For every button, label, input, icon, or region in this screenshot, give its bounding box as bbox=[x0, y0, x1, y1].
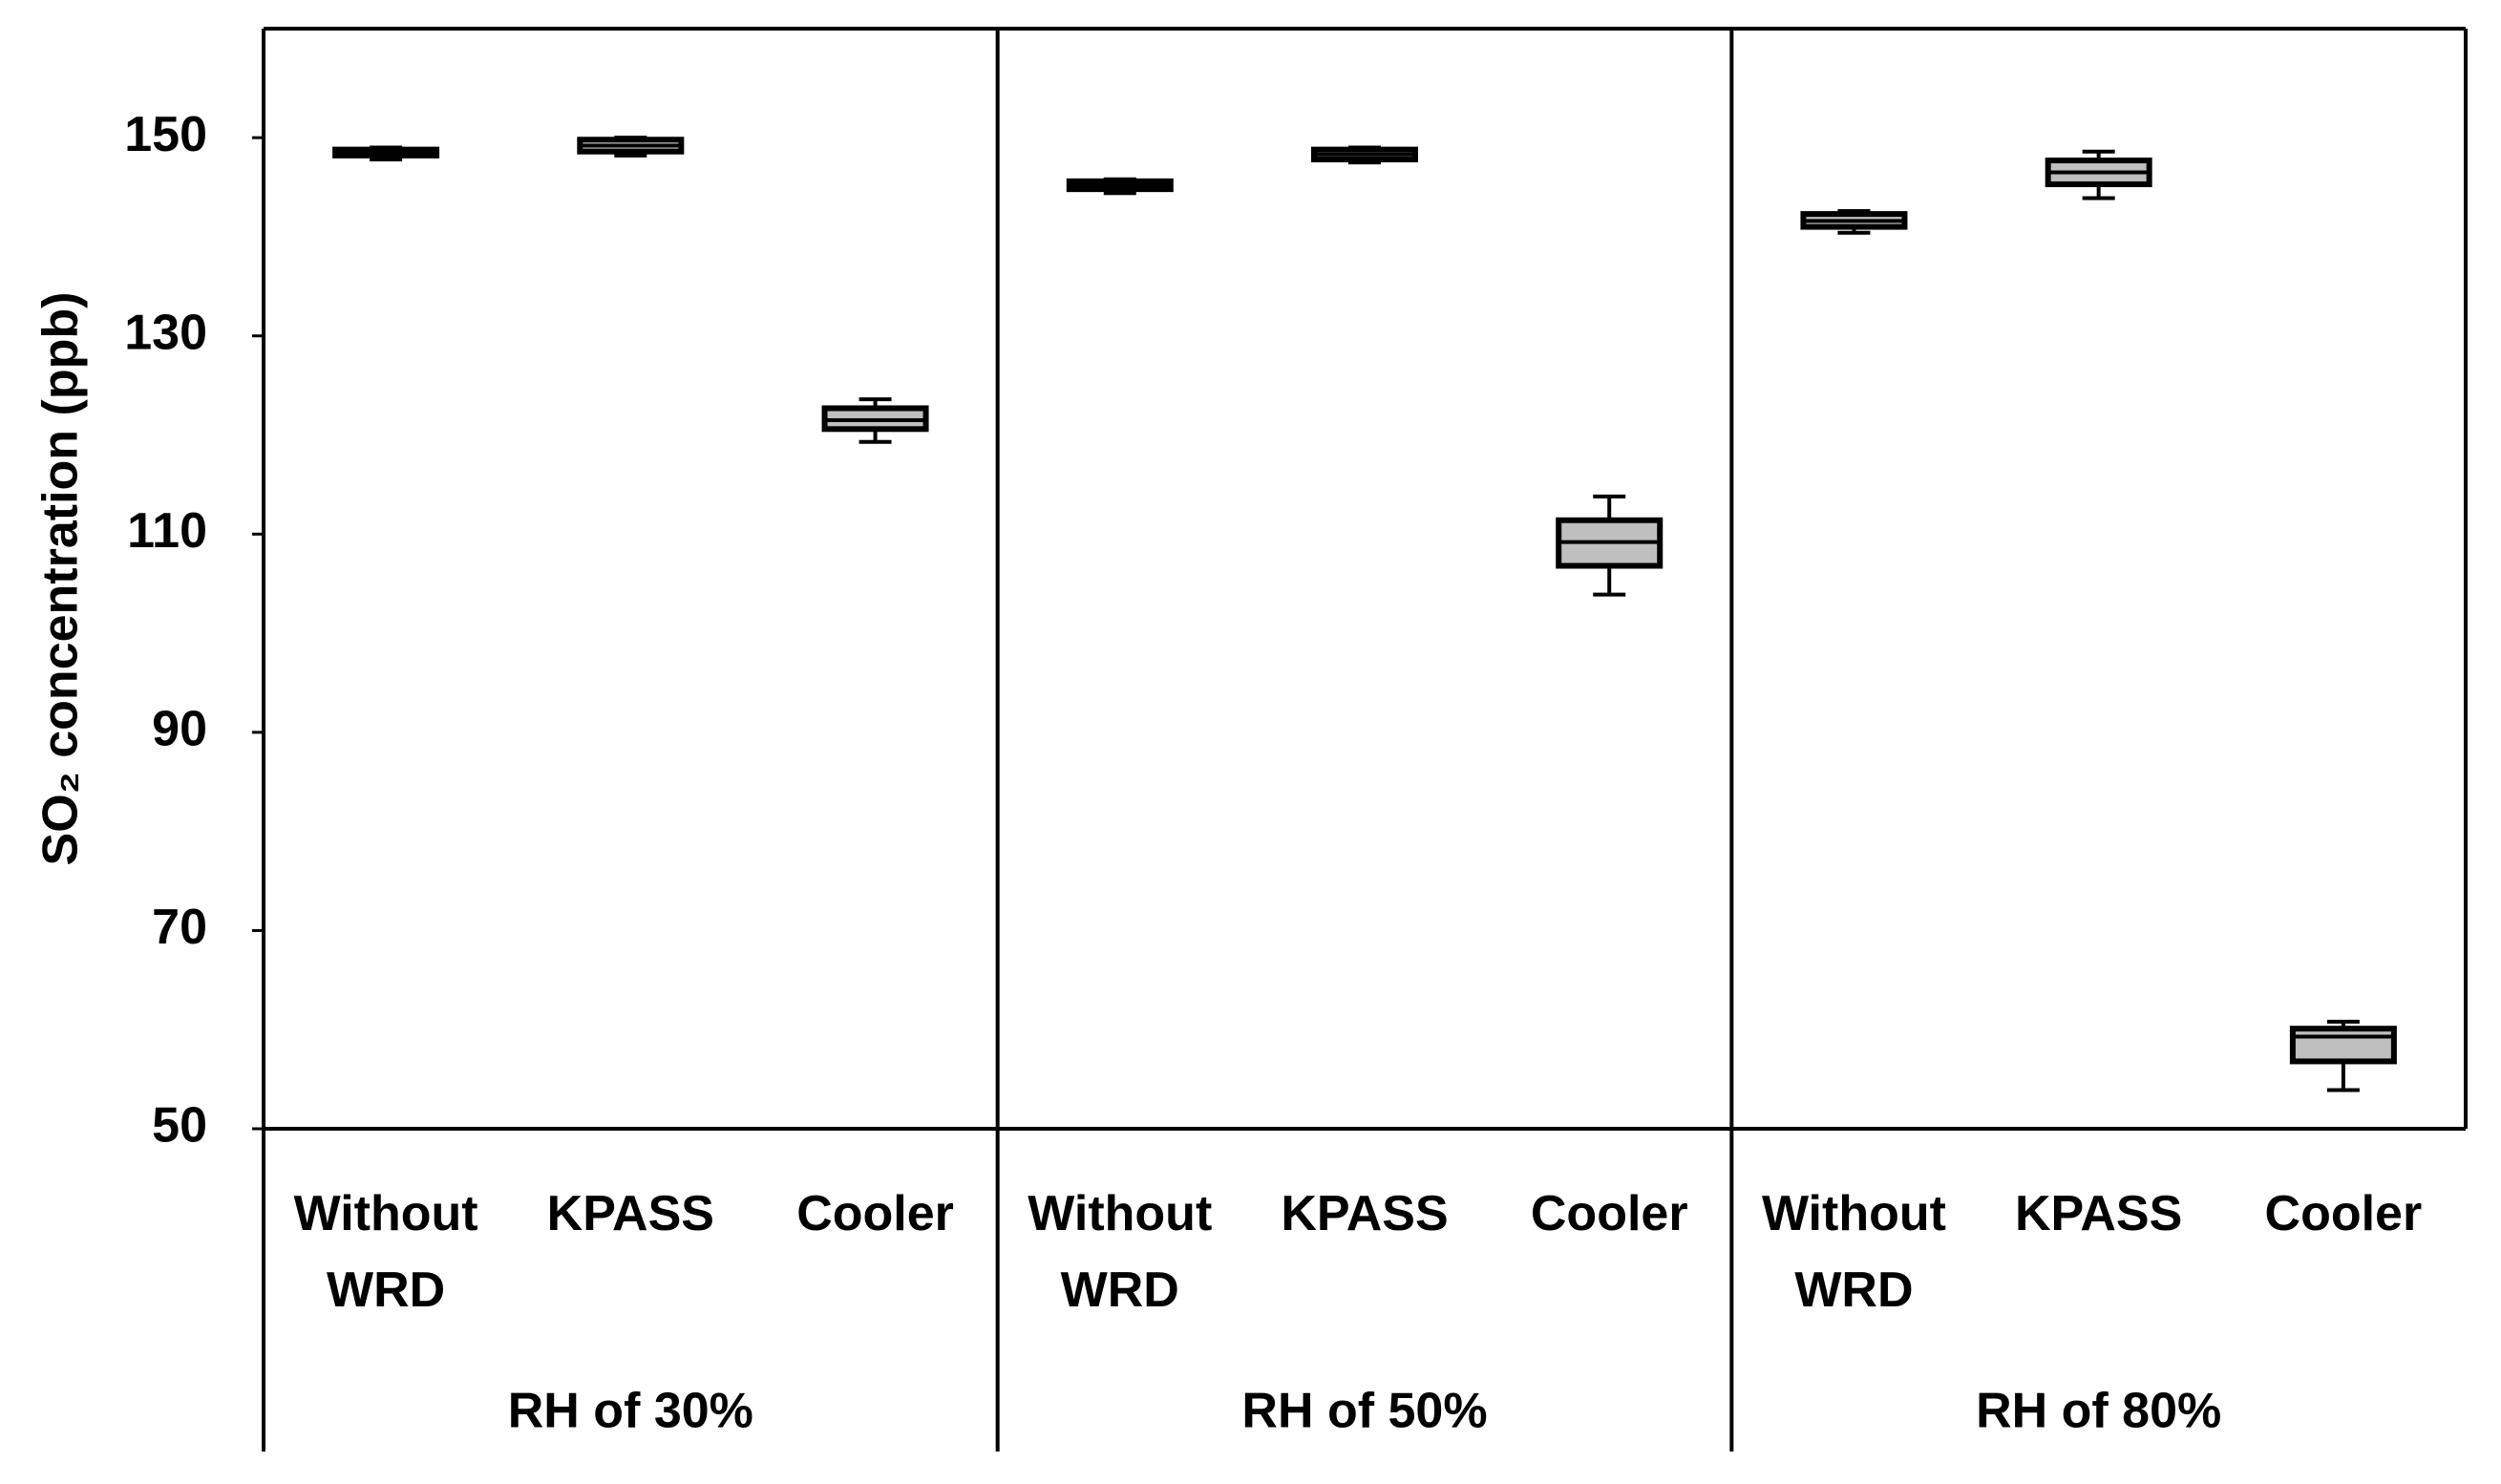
x-tick-label: KPASS bbox=[1281, 1186, 1449, 1241]
x-tick-label: KPASS bbox=[2015, 1186, 2183, 1241]
y-tick-label: 130 bbox=[124, 305, 207, 360]
y-tick-label: 90 bbox=[152, 702, 207, 757]
y-axis-label: SO₂ concentration (ppb) bbox=[33, 292, 89, 866]
x-tick-label: KPASS bbox=[546, 1186, 714, 1241]
x-tick-label: Without WRD bbox=[1028, 1186, 1213, 1318]
box bbox=[2289, 1026, 2397, 1065]
x-tick-label: Without WRD bbox=[1761, 1186, 1946, 1318]
group-label: RH of 30% bbox=[508, 1384, 753, 1439]
y-tick-label: 70 bbox=[152, 900, 207, 955]
x-tick-label: Without WRD bbox=[293, 1186, 478, 1318]
y-tick-label: 50 bbox=[152, 1098, 207, 1154]
x-tick-label: Cooler bbox=[1530, 1186, 1688, 1241]
y-tick-label: 110 bbox=[127, 503, 207, 559]
x-tick-label: Cooler bbox=[796, 1186, 954, 1241]
group-label: RH of 50% bbox=[1241, 1384, 1487, 1439]
y-tick-label: 150 bbox=[124, 107, 207, 162]
group-label: RH of 80% bbox=[1976, 1384, 2221, 1439]
x-tick-label: Cooler bbox=[2264, 1186, 2423, 1241]
